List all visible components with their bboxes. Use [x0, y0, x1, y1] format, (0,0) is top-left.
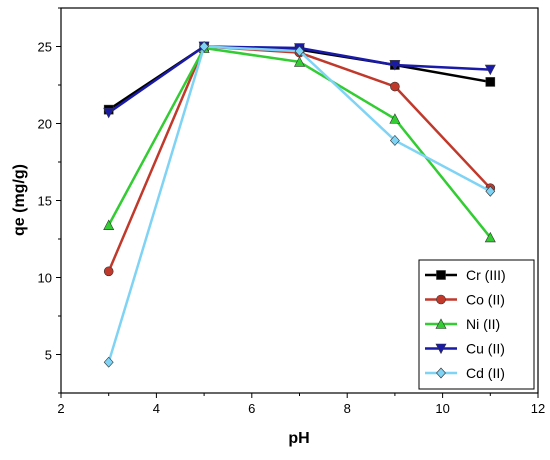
y-tick-label: 25 — [38, 40, 52, 55]
y-axis-title: qe (mg/g) — [11, 164, 28, 236]
series-4 — [103, 41, 496, 368]
x-tick-label: 10 — [435, 401, 449, 416]
y-tick-label: 20 — [38, 117, 52, 132]
legend-label: Cd (II) — [466, 365, 505, 381]
legend-label: Cu (II) — [466, 341, 505, 357]
data-point — [485, 77, 496, 87]
series-layer — [103, 41, 496, 368]
legend-item: Co (II) — [425, 292, 505, 308]
data-point — [389, 60, 401, 71]
data-point — [484, 64, 496, 76]
y-tick-label: 10 — [38, 271, 52, 286]
legend-label: Ni (II) — [466, 316, 500, 332]
legend-item: Cr (III) — [425, 267, 506, 283]
legend-marker — [436, 294, 446, 305]
x-tick-label: 6 — [248, 401, 255, 416]
x-tick-label: 12 — [531, 401, 545, 416]
data-point — [390, 81, 400, 92]
x-axis: 2 4 6 8 10 12 — [57, 393, 545, 416]
data-point — [484, 231, 496, 243]
legend-marker — [435, 318, 447, 329]
data-point — [389, 113, 401, 124]
data-point — [103, 356, 114, 368]
x-axis-title: pH — [288, 430, 309, 447]
data-point — [389, 134, 400, 146]
legend-marker — [435, 343, 447, 355]
y-tick-label: 15 — [38, 194, 52, 209]
legend: Cr (III) Co (II) Ni (II) Cu (II) Cd (II) — [418, 259, 535, 390]
legend-label: Cr (III) — [466, 267, 506, 283]
y-tick-label: 5 — [45, 348, 52, 363]
data-point — [103, 219, 115, 230]
legend-item: Ni (II) — [425, 316, 500, 332]
data-point — [485, 185, 496, 197]
legend-marker — [436, 367, 446, 379]
legend-marker — [436, 270, 446, 280]
data-point — [103, 107, 115, 119]
data-point — [294, 56, 305, 67]
data-point — [294, 45, 305, 57]
x-tick-label: 8 — [344, 401, 351, 416]
x-tick-label: 4 — [153, 401, 160, 416]
legend-label: Co (II) — [466, 292, 505, 308]
y-axis: 5 10 15 20 25 — [38, 7, 61, 394]
legend-item: Cu (II) — [425, 341, 505, 357]
data-point — [199, 41, 210, 52]
legend-item: Cd (II) — [425, 365, 505, 381]
data-point — [103, 266, 114, 277]
x-tick-label: 2 — [57, 401, 64, 416]
